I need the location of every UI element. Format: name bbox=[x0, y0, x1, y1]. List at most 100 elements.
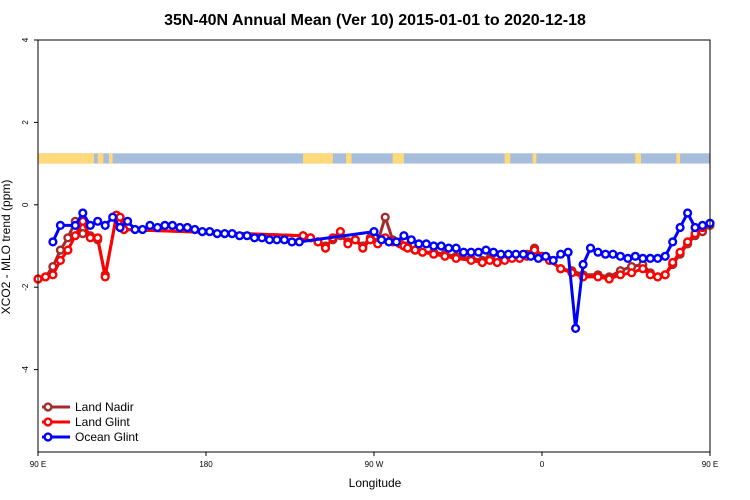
data-point-ocean-glint bbox=[272, 235, 282, 245]
data-point-ocean-glint bbox=[175, 222, 185, 233]
land-segment bbox=[676, 153, 681, 164]
legend-label: Ocean Glint bbox=[75, 430, 139, 444]
data-point-ocean-glint bbox=[593, 247, 603, 257]
series-layer bbox=[33, 208, 715, 334]
data-point-land-glint bbox=[403, 243, 413, 253]
data-point-ocean-glint bbox=[473, 247, 484, 257]
data-point-land-glint bbox=[417, 247, 428, 257]
land-segment bbox=[108, 153, 113, 164]
data-point-ocean-glint bbox=[623, 253, 633, 264]
data-point-ocean-glint bbox=[70, 220, 80, 231]
data-point-land-glint bbox=[466, 255, 476, 266]
data-point-ocean-glint bbox=[496, 249, 506, 259]
data-point-land-glint bbox=[615, 270, 626, 280]
data-point-ocean-glint bbox=[190, 224, 200, 235]
data-point-land-glint bbox=[93, 233, 103, 243]
data-point-ocean-glint bbox=[369, 227, 379, 237]
x-tick-label: 90 E bbox=[30, 460, 46, 469]
data-point-ocean-glint bbox=[205, 227, 215, 237]
data-point-ocean-glint bbox=[697, 220, 708, 231]
data-point-ocean-glint bbox=[227, 229, 237, 239]
data-point-ocean-glint bbox=[578, 259, 588, 270]
surface-strip bbox=[38, 153, 710, 164]
data-point-ocean-glint bbox=[235, 231, 245, 241]
data-point-ocean-glint bbox=[167, 220, 178, 231]
data-point-land-glint bbox=[48, 270, 58, 280]
data-point-ocean-glint bbox=[160, 220, 170, 231]
data-point-ocean-glint bbox=[145, 220, 155, 231]
y-tick-label: 4 bbox=[21, 37, 30, 42]
data-point-ocean-glint bbox=[93, 216, 103, 226]
data-point-ocean-glint bbox=[108, 212, 118, 222]
y-axis-label: XCO2 - MLO trend (ppm) bbox=[0, 180, 13, 315]
data-point-ocean-glint bbox=[429, 241, 439, 251]
data-point-ocean-glint bbox=[399, 231, 409, 241]
data-point-ocean-glint bbox=[48, 237, 58, 247]
data-point-land-glint bbox=[638, 264, 648, 274]
data-point-land-glint bbox=[660, 270, 670, 280]
land-segment bbox=[635, 153, 641, 164]
data-point-land-glint bbox=[55, 255, 66, 266]
data-point-land-glint bbox=[529, 245, 540, 255]
x-tick-label: 90 W bbox=[365, 460, 384, 469]
data-point-land-glint bbox=[675, 247, 685, 257]
data-point-land-glint bbox=[429, 249, 439, 259]
data-point-land-glint bbox=[477, 257, 487, 268]
land-segment bbox=[303, 153, 333, 164]
x-tick-label: 90 E bbox=[702, 460, 718, 469]
legend-swatch-marker bbox=[43, 417, 53, 427]
data-point-land-glint bbox=[335, 227, 346, 237]
data-point-ocean-glint bbox=[466, 247, 476, 257]
data-point-ocean-glint bbox=[55, 220, 66, 231]
data-point-ocean-glint bbox=[638, 253, 648, 264]
data-point-land-glint bbox=[485, 255, 495, 266]
data-point-ocean-glint bbox=[481, 245, 491, 255]
data-point-ocean-glint bbox=[257, 233, 267, 243]
legend-label: Land Glint bbox=[75, 415, 130, 429]
data-point-land-glint bbox=[100, 272, 110, 282]
land-segment bbox=[346, 153, 352, 164]
data-point-ocean-glint bbox=[130, 224, 140, 235]
data-point-ocean-glint bbox=[503, 249, 514, 259]
data-point-ocean-glint bbox=[384, 237, 394, 247]
data-point-ocean-glint bbox=[653, 253, 663, 264]
data-point-ocean-glint bbox=[511, 249, 521, 259]
data-point-land-glint bbox=[604, 274, 614, 284]
data-point-ocean-glint bbox=[100, 220, 110, 231]
data-point-ocean-glint bbox=[264, 235, 275, 245]
series-line-land-glint bbox=[37, 213, 711, 281]
y-tick-label: -2 bbox=[21, 283, 30, 291]
data-point-land-glint bbox=[440, 251, 450, 261]
data-point-land-glint bbox=[63, 245, 73, 255]
x-axis-label: Longitude bbox=[349, 476, 402, 490]
data-point-ocean-glint bbox=[690, 222, 700, 233]
data-point-ocean-glint bbox=[533, 253, 543, 264]
data-point-ocean-glint bbox=[182, 222, 192, 233]
data-point-ocean-glint bbox=[85, 220, 95, 231]
legend-item-ocean-glint: Ocean Glint bbox=[42, 430, 139, 444]
axes: 90 E 180 90 W 0 90 E 4 2 0 -2 -4 bbox=[21, 37, 718, 469]
data-point-land-glint bbox=[653, 272, 663, 282]
data-point-ocean-glint bbox=[294, 237, 304, 247]
data-point-ocean-glint bbox=[585, 243, 596, 253]
data-point-ocean-glint bbox=[197, 227, 207, 237]
data-point-land-glint bbox=[350, 235, 360, 245]
data-point-land-glint bbox=[115, 212, 125, 222]
data-point-ocean-glint bbox=[526, 251, 536, 261]
data-point-ocean-glint bbox=[249, 233, 260, 243]
data-point-ocean-glint bbox=[518, 249, 528, 259]
data-point-land-nadir bbox=[380, 212, 390, 222]
data-point-ocean-glint bbox=[615, 251, 626, 261]
data-point-ocean-glint bbox=[376, 235, 387, 245]
legend-swatch-marker bbox=[43, 432, 53, 442]
data-point-ocean-glint bbox=[391, 237, 402, 247]
data-point-ocean-glint bbox=[242, 231, 252, 241]
data-point-ocean-glint bbox=[279, 235, 290, 245]
ocean-band bbox=[38, 153, 710, 164]
data-point-land-glint bbox=[451, 253, 461, 264]
data-point-ocean-glint bbox=[645, 253, 655, 264]
data-point-ocean-glint bbox=[682, 208, 693, 218]
y-tick-label: -4 bbox=[21, 365, 30, 373]
